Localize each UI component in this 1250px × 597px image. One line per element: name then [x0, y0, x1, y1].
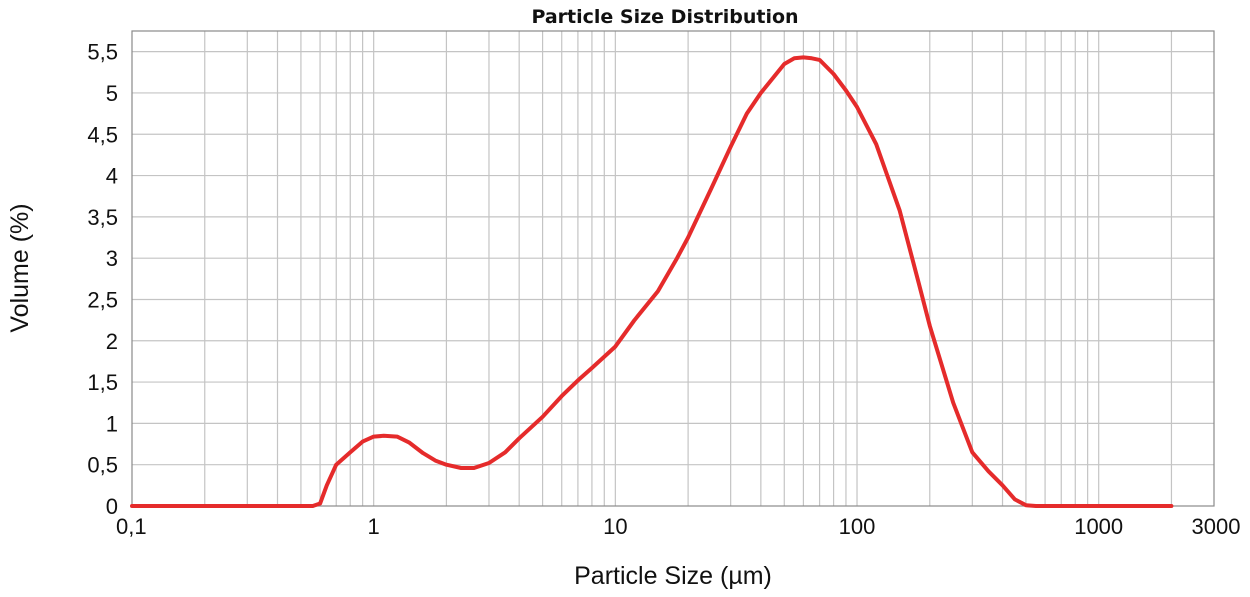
y-tick-label: 2,5 [87, 287, 118, 312]
y-tick-labels: 0 0,5 1 1,5 2 2,5 3 3,5 4 4,5 5 5,5 [87, 40, 118, 519]
x-tick-label: 100 [839, 514, 876, 539]
y-tick-label: 4,5 [87, 122, 118, 147]
y-tick-label: 0 [106, 494, 118, 519]
y-tick-label: 1 [106, 411, 118, 436]
y-tick-label: 2 [106, 329, 118, 354]
x-tick-labels: 0,1 1 10 100 1000 3000 [116, 514, 1240, 539]
chart-title: Particle Size Distribution [531, 6, 798, 28]
x-tick-label: 1 [368, 514, 380, 539]
x-tick-label: 10 [603, 514, 627, 539]
y-axis-label: Volume (%) [6, 203, 34, 332]
x-tick-label: 3000 [1192, 514, 1241, 539]
grid-lines [132, 31, 1214, 506]
y-tick-label: 1,5 [87, 370, 118, 395]
y-tick-label: 5,5 [87, 40, 118, 65]
x-axis-label: Particle Size (µm) [574, 562, 772, 590]
y-tick-label: 3,5 [87, 205, 118, 230]
y-tick-label: 4 [106, 164, 118, 189]
x-tick-label: 1000 [1074, 514, 1123, 539]
y-tick-label: 0,5 [87, 453, 118, 478]
volume-series-line [130, 55, 1174, 508]
plot-frame [131, 30, 1215, 507]
y-tick-label: 5 [106, 81, 118, 106]
x-tick-label: 0,1 [116, 514, 147, 539]
y-tick-label: 3 [106, 246, 118, 271]
